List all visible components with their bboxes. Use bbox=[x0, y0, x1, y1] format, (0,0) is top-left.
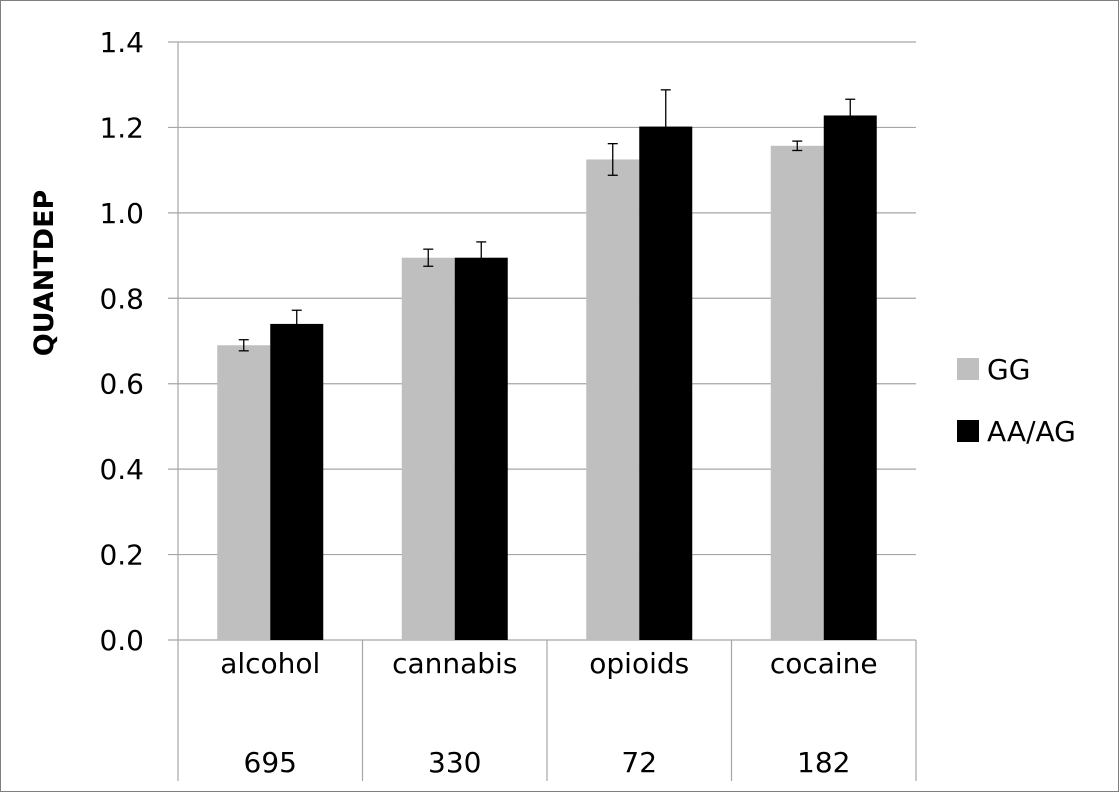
category-count-label: 695 bbox=[244, 746, 297, 779]
legend: GG AA/AG bbox=[957, 353, 1076, 448]
bar-gg-cocaine bbox=[770, 145, 824, 640]
legend-label: AA/AG bbox=[987, 415, 1076, 448]
y-tick-label: 1.0 bbox=[99, 197, 144, 230]
y-axis-label: QUANTDEP bbox=[29, 190, 60, 357]
bar-aa-ag-cannabis bbox=[454, 257, 508, 640]
category-table-lines bbox=[361, 640, 917, 781]
error-bars bbox=[238, 89, 856, 352]
category-count-label: 182 bbox=[797, 746, 850, 779]
category-label: cannabis bbox=[392, 647, 517, 680]
legend-swatch bbox=[957, 358, 979, 380]
bar-aa-ag-opioids bbox=[639, 126, 693, 641]
bar-gg-cannabis bbox=[401, 257, 455, 640]
y-axis-ticks: 0.0 0.2 0.4 0.6 0.8 1.0 1.2 1.4 bbox=[99, 26, 144, 657]
y-tick-label: 0.2 bbox=[99, 539, 144, 572]
bar-aa-ag-cocaine bbox=[823, 115, 877, 641]
bar-aa-ag-alcohol bbox=[270, 323, 324, 640]
category-label: alcohol bbox=[220, 647, 320, 680]
category-count-label: 72 bbox=[621, 746, 657, 779]
bars bbox=[217, 115, 877, 641]
y-tick-label: 1.4 bbox=[99, 26, 144, 59]
category-count-label: 330 bbox=[428, 746, 481, 779]
category-label: opioids bbox=[589, 647, 689, 680]
y-tick-label: 1.2 bbox=[99, 111, 144, 144]
y-tick-label: 0.6 bbox=[99, 368, 144, 401]
category-labels: alcohol 695 cannabis 330 opioids 72 cocaine 182 bbox=[220, 647, 877, 779]
y-tick-label: 0.4 bbox=[99, 453, 144, 486]
category-label: cocaine bbox=[770, 647, 878, 680]
y-tick-label: 0.8 bbox=[99, 282, 144, 315]
bar-gg-alcohol bbox=[217, 345, 271, 640]
legend-label: GG bbox=[987, 353, 1030, 386]
legend-swatch bbox=[957, 420, 979, 442]
y-tick-label: 0.0 bbox=[99, 624, 144, 657]
bar-gg-opioids bbox=[586, 159, 640, 640]
